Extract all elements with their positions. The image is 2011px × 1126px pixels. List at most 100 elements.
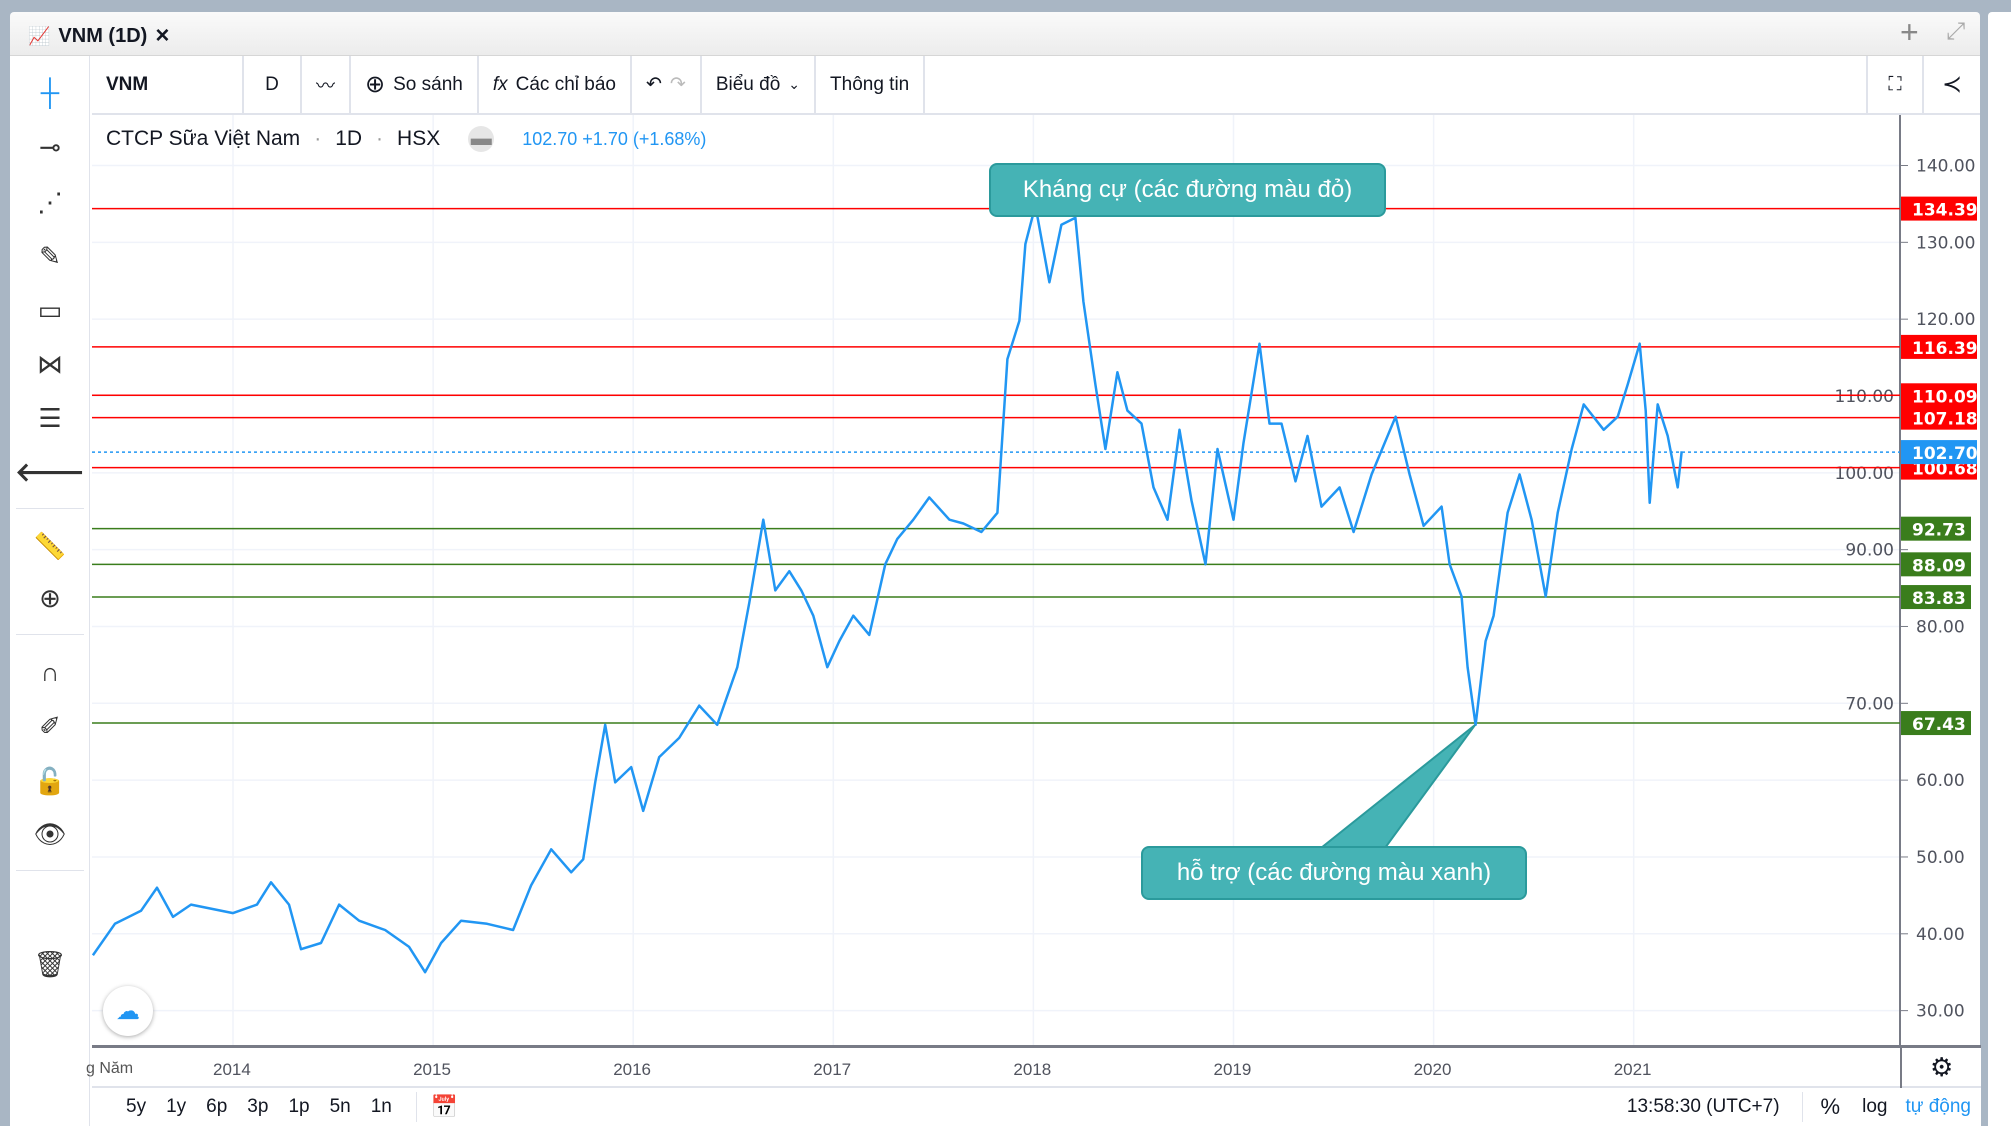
resistance-tag-label: 134.39	[1912, 201, 1978, 221]
indicators-button[interactable]: fx Các chỉ báo	[479, 56, 632, 113]
pattern-icon[interactable]: ⋈	[37, 348, 63, 379]
resistance-tag-label: 100.68	[1912, 460, 1978, 480]
brush-icon[interactable]: ✎	[39, 240, 61, 271]
support-tag-label: 83.83	[1912, 589, 1966, 609]
period-5y[interactable]: 5y	[126, 1096, 147, 1117]
x-tick-label: 2021	[1613, 1060, 1652, 1079]
period-3p[interactable]: 3p	[247, 1096, 269, 1117]
trash-icon[interactable]: 🗑	[33, 948, 67, 979]
indicators-label: Các chỉ báo	[515, 73, 616, 95]
tab-bar: 📈 VNM (1D) × + ⤢	[10, 12, 1980, 56]
legend-interval: 1D	[335, 127, 363, 150]
compare-button[interactable]: ⊕ So sánh	[351, 56, 479, 113]
company-name: CTCP Sữa Việt Nam	[106, 127, 301, 150]
support-callout[interactable]: hỗ trợ (các đường màu xanh)	[1141, 846, 1527, 900]
info-label: Thông tin	[830, 73, 910, 95]
last-price-tag-label: 102.70	[1912, 444, 1978, 464]
resistance-tag	[1901, 334, 1977, 359]
y-tick-label: 90.00	[1845, 541, 1894, 561]
x-tick-label: 2015	[413, 1060, 451, 1079]
x-tick-label: 2014	[213, 1060, 251, 1079]
resistance-tag-label: 107.18	[1912, 410, 1978, 430]
right-panel	[1988, 12, 2011, 1126]
eye-icon[interactable]: 👁	[33, 818, 67, 849]
auto-toggle[interactable]: tự động	[1905, 1096, 1971, 1117]
time-axis-prefix: g Năm	[86, 1060, 134, 1077]
resistance-tag	[1901, 383, 1977, 408]
divider	[16, 634, 84, 635]
support-tag	[1901, 711, 1971, 736]
period-1y[interactable]: 1y	[166, 1096, 187, 1117]
divider	[1801, 1092, 1803, 1122]
tab-vnm[interactable]: 📈 VNM (1D) ×	[28, 22, 169, 50]
drawing-toolbar: ┼ ⊸ ⋰ ✎ ▭ ⋈ ☰ 🡐 📏 ⊕ ∩ ✐ 🔓 👁 🗑	[10, 56, 90, 1126]
ruler-icon[interactable]: 📏	[33, 530, 67, 561]
support-tag	[1901, 585, 1971, 610]
divider	[415, 1092, 417, 1122]
period-1n[interactable]: 1n	[370, 1096, 392, 1117]
symbol-search[interactable]: VNM	[92, 56, 244, 113]
horizontal-line-icon[interactable]: ⊸	[39, 131, 61, 162]
crosshair-icon[interactable]: ┼	[40, 76, 60, 107]
redo-icon[interactable]: ↷	[669, 74, 686, 95]
symbol-label: VNM	[106, 73, 149, 95]
zoom-in-icon[interactable]: ⊕	[39, 582, 61, 613]
period-6p[interactable]: 6p	[206, 1096, 228, 1117]
log-toggle[interactable]: log	[1862, 1096, 1888, 1117]
settings-icon[interactable]: ⚙	[1930, 1052, 1954, 1082]
interval-label: D	[265, 73, 279, 95]
y-tick-label: 50.00	[1916, 848, 1965, 868]
undo-icon[interactable]: ↶	[645, 74, 662, 95]
plus-circle-icon: ⊕	[365, 71, 386, 98]
chart-menu-button[interactable]: Biểu đồ ⌄	[702, 56, 817, 113]
compare-label: So sánh	[393, 73, 463, 95]
support-tag-label: 92.73	[1912, 521, 1966, 541]
line-chart-icon: 〰	[316, 76, 336, 97]
x-tick-label: 2018	[1013, 1060, 1052, 1079]
y-tick-label: 80.00	[1916, 617, 1965, 637]
comment-icon[interactable]: ▭	[37, 294, 63, 325]
back-arrow-icon[interactable]: 🡐	[15, 456, 85, 487]
measure-icon[interactable]: ☰	[38, 402, 62, 433]
magnet-icon[interactable]: ∩	[40, 656, 60, 687]
chart-container	[10, 56, 1980, 1126]
expand-icon[interactable]: ⤢	[1946, 18, 1966, 45]
period-1p[interactable]: 1p	[288, 1096, 310, 1117]
interval-button[interactable]: D	[244, 56, 302, 113]
percent-toggle[interactable]: %	[1820, 1094, 1841, 1119]
chevron-down-icon: ⌄	[788, 76, 801, 92]
legend-quote: 102.70 +1.70 (+1.68%)	[522, 128, 707, 149]
chart-icon: 📈	[28, 25, 51, 46]
clock-time[interactable]: 13:58:30 (UTC+7)	[1626, 1096, 1780, 1117]
time-axis[interactable]: g Năm 2014 2015 2016 2017 2018 2019 2020 2021 ⚙	[86, 1045, 1981, 1088]
y-tick-label: 40.00	[1916, 925, 1965, 945]
tab-title: VNM (1D)	[58, 24, 148, 47]
period-5n[interactable]: 5n	[329, 1096, 351, 1117]
share-icon[interactable]: ≺	[1941, 71, 1963, 98]
add-tab-button[interactable]: +	[1900, 14, 1919, 50]
x-tick-label: 2016	[613, 1060, 652, 1079]
price-chart[interactable]: 30.00 40.00 50.00 60.00 70.00 80.00 90.00 100.0…	[92, 115, 1981, 1045]
logo-icon[interactable]: ☁	[103, 986, 153, 1036]
bottom-toolbar: 5y 1y 6p 3p 1p 5n 1n 📅 13:58:30 (UTC+7) …	[92, 1088, 1981, 1126]
calendar-icon[interactable]: 📅	[430, 1094, 459, 1119]
y-tick-label: 140.00	[1916, 157, 1975, 177]
price-line	[92, 204, 1683, 974]
lock-drawing-icon[interactable]: ✐	[39, 710, 61, 741]
close-icon[interactable]: ×	[155, 22, 170, 49]
support-tag	[1901, 516, 1971, 541]
x-tick-label: 2019	[1213, 1060, 1252, 1079]
trend-lines-icon[interactable]: ⋰	[37, 186, 63, 217]
resistance-callout[interactable]: Kháng cự (các đường màu đỏ)	[989, 163, 1386, 217]
last-price-tag	[1901, 440, 1977, 465]
y-tick-label: 60.00	[1916, 771, 1965, 791]
fullscreen-icon[interactable]: ⛶	[1866, 56, 1924, 113]
fx-icon: fx	[492, 73, 508, 95]
chart-style-button[interactable]: 〰	[302, 56, 352, 113]
chart-legend: CTCP Sữa Việt Nam · 1D · HSX ▬ 102.70 +1.7…	[106, 126, 707, 152]
lock-icon[interactable]: 🔓	[33, 765, 67, 796]
collapse-icon[interactable]: ▬	[468, 126, 495, 152]
y-tick-label: 70.00	[1845, 694, 1894, 714]
chart-menu-label: Biểu đồ	[715, 73, 781, 95]
info-button[interactable]: Thông tin	[816, 56, 926, 113]
